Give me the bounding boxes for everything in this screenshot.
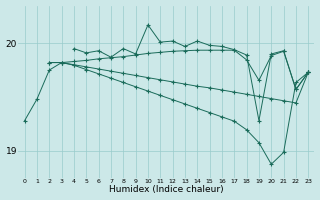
X-axis label: Humidex (Indice chaleur): Humidex (Indice chaleur) (109, 185, 224, 194)
